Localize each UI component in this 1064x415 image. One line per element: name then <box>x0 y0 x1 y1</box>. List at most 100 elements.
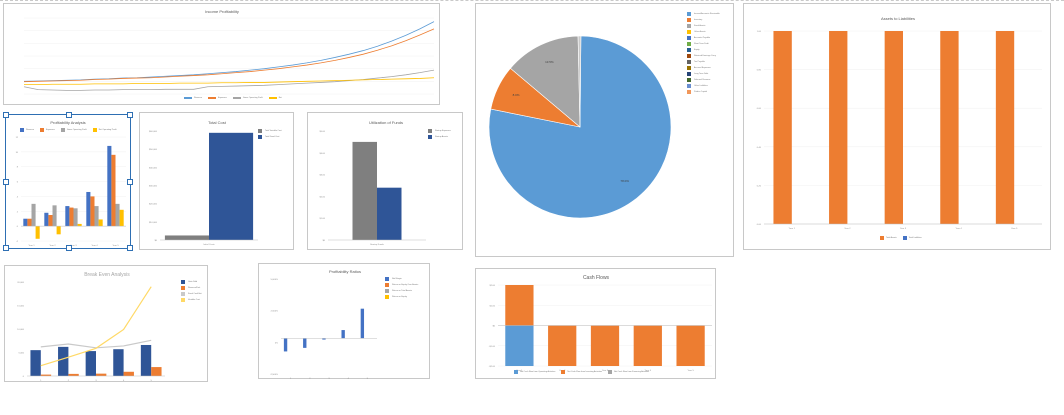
bar <box>151 367 162 376</box>
pie-chart-svg: 78.0% 8.0% 13.5% <box>488 35 672 219</box>
y-tick-label: $3.00 <box>320 175 326 177</box>
income-profitability-chart[interactable]: Income Profitability Revenue Expenses Gros… <box>3 3 440 105</box>
legend-label: Accounts Payable <box>694 37 711 39</box>
bar <box>283 338 288 352</box>
resize-handle-n[interactable] <box>66 112 72 118</box>
legend-label: Revenue/Unit <box>188 287 201 289</box>
legend-item: Total Fixed Cost <box>258 135 282 139</box>
x-tick-label: 4 <box>348 378 350 380</box>
legend-item: Gross Operating Profit <box>60 128 87 132</box>
pie-legend: Income/Accounts Receivable Inventory Fixed… <box>687 12 720 94</box>
y-tick-label: $60,000 <box>149 131 158 133</box>
x-tick-label: Year 5 <box>687 369 694 372</box>
legend-label: Return on Total Assets <box>392 290 412 292</box>
legend-item: Total Assets <box>880 236 897 240</box>
legend-label: Return on Equity Over Assets <box>392 284 419 286</box>
legend-item: Long Term Debt <box>687 72 720 76</box>
bar <box>377 187 402 240</box>
bar <box>86 191 91 227</box>
bar <box>164 235 209 240</box>
x-tick-label: 2 <box>68 380 70 382</box>
profitability-ratios-chart[interactable]: Profitability Ratios 5,000% 2,500% 0% -2,50… <box>258 263 430 380</box>
bar <box>58 346 69 376</box>
bar <box>676 325 705 366</box>
bar <box>115 203 120 227</box>
legend-swatch <box>687 72 691 76</box>
balance-pie-chart[interactable]: 78.0% 8.0% 13.5% Income/Accounts Receivabl… <box>475 3 734 257</box>
legend-label: Equity <box>694 49 700 51</box>
bar <box>94 206 99 227</box>
bar <box>69 207 74 227</box>
legend-label: Paid-in Capital <box>694 91 708 93</box>
bar <box>98 219 103 227</box>
line-series <box>40 339 152 349</box>
profit-chart-svg: Profitability Analysis 12 10 8 6 4 2 0 -2 Year 1… <box>16 120 126 247</box>
legend-label: Fixed Cost/Unit <box>188 293 202 295</box>
legend-item: Net Cash Flow from Financing Activities <box>607 370 649 374</box>
legend-label: Other Liabilities <box>694 85 708 87</box>
resize-handle-e[interactable] <box>127 179 133 185</box>
utilization-of-funds-chart[interactable]: Utilization of Funds $5.00 $4.00 $3.00 $2.0… <box>307 112 463 250</box>
legend-swatch <box>687 84 691 88</box>
legend-item: Startup Assets <box>428 135 451 139</box>
x-tick-label: Year 1 <box>516 369 523 372</box>
legend-swatch <box>208 97 217 99</box>
legend-label: Return on Equity <box>392 296 407 298</box>
assets-to-liabilities-chart[interactable]: Assets to Liabilities 1.00 0.80 0.60 0.40 0.… <box>743 3 1051 250</box>
legend-swatch <box>687 48 691 52</box>
legend-swatch <box>92 128 97 132</box>
assets-chart-title: Assets to Liabilities <box>881 16 915 21</box>
resize-handle-ne[interactable] <box>127 112 133 118</box>
legend-swatch <box>687 42 691 46</box>
util-chart-svg: Utilization of Funds $5.00 $4.00 $3.00 $2.0… <box>320 120 426 246</box>
bar <box>44 212 49 227</box>
resize-handle-sw[interactable] <box>3 245 9 251</box>
legend-swatch <box>607 370 612 374</box>
legend-item: Return on Equity <box>385 295 418 299</box>
profitability-analysis-chart[interactable]: Profitability Analysis 12 10 8 6 4 2 0 -2 Year 1… <box>3 112 133 251</box>
bar <box>995 31 1015 224</box>
y-tick-label: 0% <box>275 342 278 344</box>
legend-item: Net Cash Flow from Operating Activities <box>514 370 555 374</box>
y-tick-label: -2 <box>16 241 19 243</box>
y-tick-label: $0 <box>323 240 326 242</box>
x-tick-label: 4 <box>123 380 125 382</box>
bar <box>31 203 36 227</box>
breakeven-chart-svg: Break Even Analysis 20,000 15,000 10,000 5,… <box>17 272 165 382</box>
total-cost-chart[interactable]: Total Cost $60,000 $50,000 $40,000 $30,000 $… <box>139 112 294 250</box>
x-tick-label: 5 <box>367 378 369 380</box>
resize-handle-se[interactable] <box>127 245 133 251</box>
y-tick-label: $0 <box>155 240 158 242</box>
bar <box>773 31 792 224</box>
legend-label: Short Term Debt <box>694 43 709 45</box>
resize-handle-w[interactable] <box>3 179 9 185</box>
resize-handle-nw[interactable] <box>3 112 9 118</box>
legend-item: Fixed Cost/Unit <box>181 292 202 296</box>
legend-item: Inventory <box>687 18 720 22</box>
legend-swatch <box>385 283 389 287</box>
legend-item: Revenue <box>184 97 202 99</box>
bar <box>73 208 78 227</box>
bar <box>111 154 116 227</box>
legend-item: Startup Expenses <box>428 129 451 133</box>
legend-item: Expenses <box>40 128 55 132</box>
legend-swatch <box>880 236 884 240</box>
resize-handle-s[interactable] <box>66 245 72 251</box>
x-tick-label: 3 <box>95 380 97 382</box>
legend-swatch <box>687 18 691 22</box>
bar <box>90 196 95 227</box>
bar <box>829 31 848 224</box>
legend-item: Paid-in Capital <box>687 90 720 94</box>
bar <box>352 141 377 240</box>
legend-label: Total Fixed Cost <box>265 136 280 138</box>
break-even-chart[interactable]: Break Even Analysis 20,000 15,000 10,000 5,… <box>4 265 208 382</box>
x-tick-label: Year 2 <box>844 227 851 230</box>
bar <box>140 344 152 376</box>
pie-slice <box>510 35 581 128</box>
income-series-line <box>24 77 435 85</box>
legend-item: Revenue/Unit <box>181 286 202 290</box>
cash-flows-chart[interactable]: Cash Flows $2.00 $1.00 $0 -$1.00 -$2.00 Year … <box>475 268 716 379</box>
cash-chart-title: Cash Flows <box>583 275 610 281</box>
x-tick-label: Year 4 <box>91 244 98 247</box>
legend-label: Other Assets <box>694 31 706 33</box>
